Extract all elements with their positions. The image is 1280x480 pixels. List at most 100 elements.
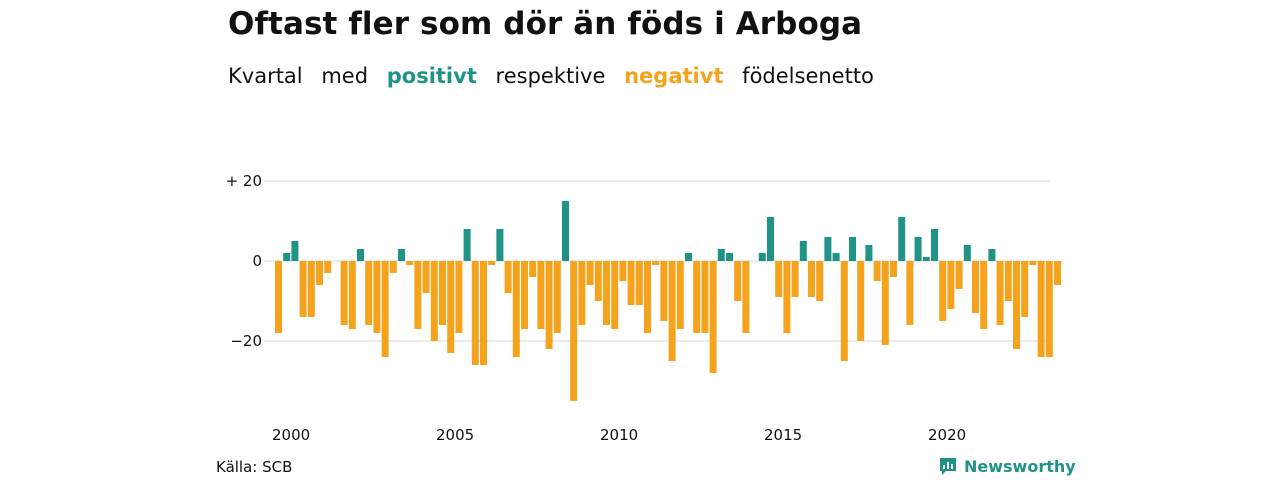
bar-negative	[1054, 261, 1061, 285]
bar-positive	[963, 245, 971, 261]
bar-positive	[931, 229, 938, 261]
bar-negative	[1029, 261, 1037, 265]
bar-negative	[406, 261, 414, 265]
positive-label: positivt	[386, 64, 477, 88]
bar-negative	[578, 261, 586, 325]
bar-negative	[775, 261, 783, 297]
brand-logo: Newsworthy	[938, 456, 1076, 476]
bar-negative	[414, 261, 422, 329]
bar-negative	[1013, 261, 1020, 349]
subtitle-word-kvartal: Kvartal	[228, 64, 303, 88]
subtitle-word-respektive: respektive	[495, 64, 606, 88]
bar-negative	[389, 261, 397, 273]
bar-negative	[668, 261, 676, 361]
bar-negative	[537, 261, 545, 329]
bar-negative	[504, 261, 512, 293]
bar-negative	[365, 261, 373, 325]
bar-negative	[307, 261, 315, 317]
bar-negative	[553, 261, 561, 333]
bar-negative	[816, 261, 824, 301]
bar-negative	[783, 261, 791, 333]
bar-negative	[430, 261, 438, 341]
bar-positive	[922, 257, 930, 261]
bar-negative	[422, 261, 430, 293]
bar-negative	[996, 261, 1004, 325]
bar-positive	[398, 249, 405, 261]
bar-negative	[693, 261, 701, 333]
bar-negative	[644, 261, 651, 333]
bar-positive	[865, 245, 873, 261]
bar-positive	[717, 249, 725, 261]
bar-positive	[726, 253, 733, 261]
bar-positive	[685, 253, 692, 261]
bar-positive	[357, 249, 364, 261]
bar-negative	[980, 261, 988, 329]
bar-positive	[988, 249, 996, 261]
bar-positive	[496, 229, 504, 261]
bar-negative	[701, 261, 709, 333]
bar-positive	[914, 237, 922, 261]
bar-negative	[734, 261, 742, 301]
x-tick-label: 2020	[928, 426, 966, 444]
bar-negative	[1045, 261, 1053, 357]
bar-negative	[340, 261, 348, 325]
bar-negative	[381, 261, 389, 357]
source-label: Källa: SCB	[216, 458, 293, 476]
y-tick-label: 0	[252, 252, 262, 270]
negative-label: negativt	[624, 64, 724, 88]
bar-negative	[275, 261, 282, 333]
x-tick-label: 2015	[764, 426, 802, 444]
bar-positive	[291, 241, 299, 261]
bar-negative	[742, 261, 750, 333]
bar-positive	[832, 253, 840, 261]
bar-negative	[455, 261, 463, 333]
bar-negative	[594, 261, 602, 301]
chart-title: Oftast fler som dör än föds i Arboga	[228, 6, 863, 42]
bar-negative	[586, 261, 594, 285]
bar-negative	[709, 261, 717, 373]
bar-negative	[1037, 261, 1045, 357]
bar-positive	[898, 217, 906, 261]
bar-negative	[619, 261, 627, 281]
bar-negative	[480, 261, 487, 365]
bar-negative	[348, 261, 356, 329]
bar-negative	[652, 261, 660, 265]
bar-negative	[521, 261, 528, 329]
bar-negative	[439, 261, 446, 325]
bar-negative	[447, 261, 455, 353]
bar-positive	[758, 253, 766, 261]
bar-positive	[463, 229, 471, 261]
bar-negative	[660, 261, 668, 321]
subtitle-word-med: med	[321, 64, 369, 88]
bar-negative	[1021, 261, 1029, 317]
bar-negative	[676, 261, 684, 329]
bar-negative	[972, 261, 979, 313]
bar-negative	[316, 261, 323, 285]
y-tick-label: + 20	[226, 172, 262, 190]
bar-negative	[373, 261, 381, 333]
bar-negative	[299, 261, 307, 317]
bar-positive	[824, 237, 832, 261]
bar-negative	[635, 261, 643, 305]
x-tick-label: 2010	[600, 426, 638, 444]
bar-negative	[529, 261, 537, 277]
x-tick-label: 2005	[436, 426, 474, 444]
bar-negative	[906, 261, 914, 325]
bar-negative	[512, 261, 520, 357]
bar-positive	[562, 201, 569, 261]
y-tick-label: −20	[230, 332, 262, 350]
bar-negative	[808, 261, 815, 297]
bar-negative	[1004, 261, 1012, 301]
bar-negative	[955, 261, 963, 289]
bar-negative	[890, 261, 897, 277]
bar-negative	[791, 261, 799, 297]
newsworthy-logo-icon	[940, 458, 956, 475]
bar-negative	[873, 261, 881, 281]
x-tick-label: 2000	[272, 426, 310, 444]
bar-negative	[611, 261, 619, 329]
brand-name: Newsworthy	[964, 456, 1076, 476]
bar-positive	[767, 217, 774, 261]
bar-negative	[324, 261, 332, 273]
bar-negative	[627, 261, 635, 305]
